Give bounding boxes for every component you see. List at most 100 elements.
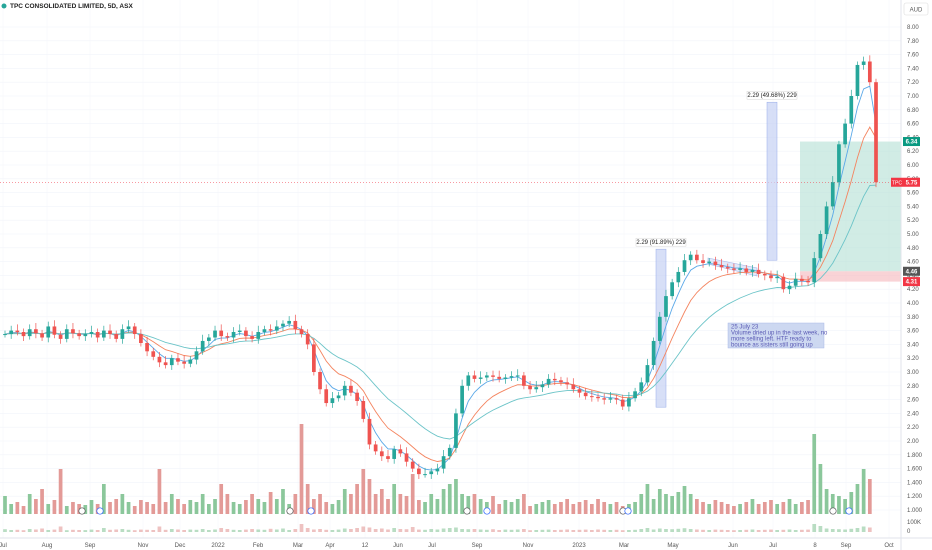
candle-body bbox=[71, 329, 75, 334]
volume-histogram-bar bbox=[577, 529, 582, 532]
volume-bar bbox=[299, 424, 304, 514]
earnings-marker-icon[interactable] bbox=[483, 507, 491, 515]
volume-bar bbox=[781, 502, 786, 514]
earnings-marker-icon[interactable] bbox=[624, 507, 632, 515]
volume-bar bbox=[509, 502, 514, 514]
candle-body bbox=[151, 351, 156, 357]
volume-bar bbox=[867, 479, 872, 514]
dividend-marker-icon[interactable] bbox=[829, 507, 837, 515]
measure-label-box bbox=[746, 91, 798, 100]
y-tick-label: 8.00 bbox=[907, 25, 919, 31]
volume-bar bbox=[732, 506, 736, 514]
volume-histogram-bar bbox=[231, 529, 236, 532]
volume-histogram-bar bbox=[682, 528, 687, 532]
candle-body bbox=[398, 449, 403, 454]
volume-histogram-bar bbox=[163, 529, 168, 532]
volume-bar bbox=[182, 504, 186, 514]
y-tick-label: 5.60 bbox=[907, 191, 919, 197]
volume-histogram-bar bbox=[423, 529, 427, 532]
volume-bar bbox=[312, 499, 316, 514]
candle-body bbox=[664, 296, 668, 317]
candle-body bbox=[818, 234, 823, 259]
dividend-marker-icon[interactable] bbox=[463, 507, 471, 515]
x-tick-label: Aug bbox=[42, 543, 53, 549]
y-tick-label: 3.80 bbox=[907, 315, 919, 321]
moving-averages bbox=[4, 85, 877, 471]
time-axis[interactable]: Jul Aug Sep Nov Dec 2022 Feb Mar Apr 12 Jun Jul Sep N… bbox=[0, 543, 894, 549]
volume-bar bbox=[460, 494, 464, 514]
y-tick-label: 6.60 bbox=[907, 122, 919, 128]
volume-histogram-bar bbox=[176, 529, 180, 532]
candle-body bbox=[528, 385, 532, 390]
dividend-marker-icon[interactable] bbox=[78, 507, 86, 515]
volume-histogram-bar bbox=[206, 530, 211, 532]
volume-histogram-bar bbox=[27, 529, 32, 532]
volume-histogram-bar bbox=[3, 529, 7, 532]
x-tick-label: Oct bbox=[884, 543, 894, 549]
candle-body bbox=[559, 380, 563, 383]
volume-histogram-bar bbox=[676, 528, 681, 532]
volume-bar bbox=[565, 499, 569, 514]
volume-histogram-bar bbox=[132, 530, 137, 532]
y-tick-label: 1.400 bbox=[907, 480, 923, 486]
candle-body bbox=[126, 326, 131, 330]
volume-histogram-bar bbox=[478, 529, 483, 532]
volume-histogram-bar bbox=[602, 529, 607, 532]
volume-histogram-bar bbox=[101, 528, 106, 532]
x-tick-label: 2022 bbox=[211, 543, 225, 549]
y-tick-label: 3.20 bbox=[907, 356, 919, 362]
volume-histogram-bar bbox=[447, 528, 452, 532]
earnings-marker-icon[interactable] bbox=[307, 507, 315, 515]
volume-bar bbox=[435, 499, 440, 514]
earnings-marker-icon[interactable] bbox=[845, 507, 853, 515]
candle-body bbox=[188, 359, 193, 364]
candle-body bbox=[77, 333, 81, 337]
candle-body bbox=[157, 356, 162, 363]
volume-histogram-bar bbox=[392, 528, 397, 532]
candle-body bbox=[355, 392, 359, 401]
candle-body bbox=[182, 361, 186, 364]
volume-bar bbox=[546, 500, 551, 514]
candle-body bbox=[800, 278, 804, 281]
volume-bar bbox=[404, 496, 409, 514]
candle-body bbox=[867, 61, 872, 83]
volume-histogram-bar bbox=[627, 530, 631, 532]
volume-histogram-bar bbox=[83, 530, 88, 532]
volume-bar bbox=[528, 506, 532, 514]
currency-selector[interactable] bbox=[903, 2, 929, 16]
ticker-badge-label: TPC bbox=[892, 180, 902, 186]
price-badge-label: 5.75 bbox=[906, 180, 918, 186]
dividend-marker-icon[interactable] bbox=[286, 507, 294, 515]
volume-histogram-bar bbox=[824, 528, 829, 532]
earnings-marker-icon[interactable] bbox=[96, 507, 104, 515]
candle-body bbox=[701, 260, 705, 263]
volume-bar bbox=[262, 502, 267, 514]
volume-bar bbox=[169, 494, 174, 514]
candle-body bbox=[509, 376, 514, 378]
volume-histogram-bar bbox=[818, 526, 823, 532]
y-tick-label: 7.80 bbox=[907, 39, 919, 45]
volume-histogram-bar bbox=[250, 529, 254, 532]
x-tick-label: Mar bbox=[619, 543, 629, 549]
volume-histogram-bar bbox=[571, 530, 576, 532]
volume-bar bbox=[46, 504, 51, 514]
candle-body bbox=[114, 334, 119, 339]
volume-histogram-bar bbox=[867, 527, 872, 532]
candle-body bbox=[441, 456, 446, 469]
candle-body bbox=[837, 144, 841, 183]
candle-body bbox=[571, 384, 576, 390]
candle-body bbox=[410, 461, 415, 469]
candle-body bbox=[454, 413, 458, 448]
volume-bar bbox=[491, 496, 495, 514]
volume-bar bbox=[596, 499, 600, 514]
volume-bar bbox=[268, 492, 273, 514]
candle-body bbox=[657, 316, 662, 341]
volume-histogram-bar bbox=[330, 530, 335, 532]
volume-histogram-bar bbox=[114, 529, 119, 532]
volume-bar bbox=[355, 484, 359, 514]
candle-body bbox=[546, 378, 551, 385]
volume-tick-label: 100K bbox=[907, 520, 921, 526]
x-tick-label: Feb bbox=[253, 543, 264, 549]
volume-histogram-bar bbox=[614, 529, 619, 532]
